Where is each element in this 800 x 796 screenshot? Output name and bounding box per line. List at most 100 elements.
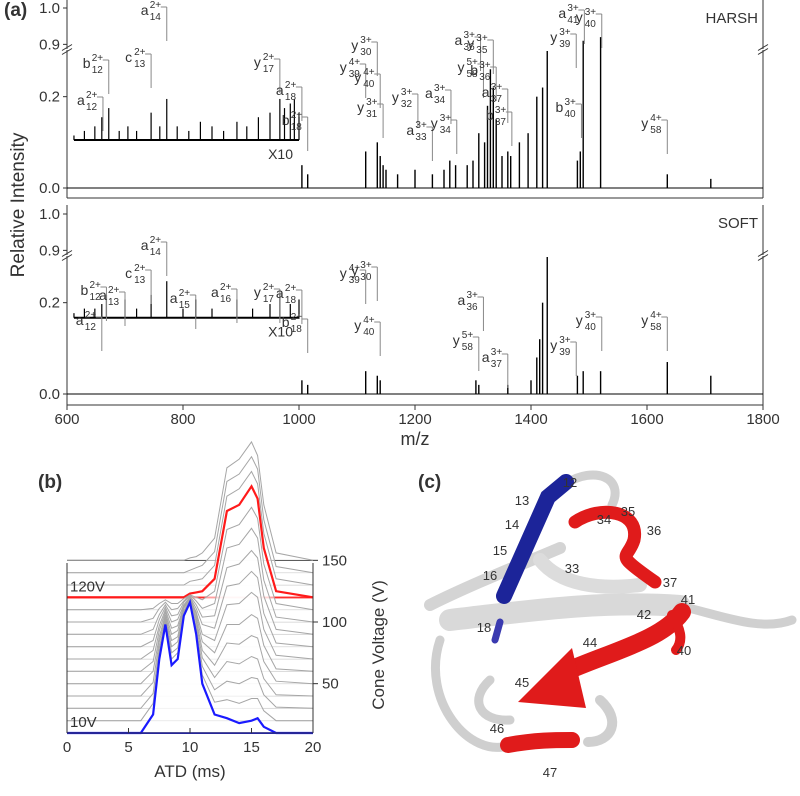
annotation-ion: y (354, 317, 361, 333)
residue-label: 14 (505, 517, 519, 532)
y-tick-label: 1.0 (39, 0, 60, 17)
annotation-ion: a (99, 287, 107, 303)
annotation-index: 18 (285, 92, 297, 103)
x-tick-label: 800 (170, 411, 195, 428)
residue-label: 37 (663, 575, 677, 590)
trace-label: 120V (70, 578, 105, 595)
axis-break (757, 44, 769, 51)
annotation-index: 12 (86, 102, 98, 113)
annotation-charge: 2+ (150, 235, 162, 246)
annotation-ion: a (482, 349, 490, 365)
residue-label: 42 (637, 607, 651, 622)
atd-trace-highlight (67, 598, 313, 735)
annotation-charge: 2+ (263, 52, 275, 63)
residue-label: 34 (597, 512, 611, 527)
annotation-charge: 2+ (285, 80, 297, 91)
annotation-ion: y (550, 29, 557, 45)
residue-label: 35 (621, 504, 635, 519)
annotation-index: 18 (285, 295, 297, 306)
annotation-ion: y (457, 59, 464, 75)
annotation-ion: y (254, 284, 261, 300)
annotation-ion: a (77, 92, 85, 108)
y-tick-label: 150 (322, 552, 347, 569)
residue-label: 12 (563, 475, 577, 490)
annotation-index: 30 (360, 47, 372, 58)
annotation-ion: a (425, 85, 433, 101)
annotation-index: 58 (466, 69, 478, 80)
annotation-index: 36 (479, 72, 491, 83)
annotation-charge: 2+ (220, 282, 232, 293)
y-tick-label: 0.9 (39, 36, 60, 53)
axis-break (61, 250, 73, 257)
annotation-charge: 4+ (349, 263, 361, 274)
annotation-charge: 3+ (479, 60, 491, 71)
annotation-ion: a (457, 292, 465, 308)
annotation-index: 40 (363, 327, 375, 338)
annotation-index: 39 (349, 275, 361, 286)
y-tick-label: 0.0 (39, 180, 60, 197)
annotation-index: 30 (360, 272, 372, 283)
annotation-charge: 3+ (476, 33, 488, 44)
annotation-ion: a (76, 312, 84, 328)
annotation-charge: 3+ (559, 27, 571, 38)
x-tick-label: 10 (182, 739, 199, 756)
annotation-charge: 3+ (491, 347, 503, 358)
annotation-charge: 3+ (401, 87, 413, 98)
annotation-charge: 3+ (360, 35, 372, 46)
annotation-charge: 3+ (360, 260, 372, 271)
annotation-ion: a (141, 237, 149, 253)
annotation-ion: y (576, 9, 583, 25)
panel-label: (b) (38, 472, 62, 493)
annotation-charge: 2+ (86, 90, 98, 101)
annotation-charge: 2+ (150, 0, 162, 11)
spectrum-label: SOFT (718, 215, 758, 232)
annotation-index: 37 (491, 359, 503, 370)
y-axis-label: Cone Voltage (V) (369, 580, 388, 709)
annotation-ion: y (431, 115, 438, 131)
annotation-ion: a (211, 284, 219, 300)
annotation-index: 40 (585, 19, 597, 30)
annotation-index: 40 (564, 109, 576, 120)
annotation-charge: 2+ (179, 288, 191, 299)
annotation-ion: y (392, 89, 399, 105)
annotation-index: 33 (415, 132, 427, 143)
annotation-ion: y (357, 99, 364, 115)
annotation-charge: 3+ (585, 7, 597, 18)
residue-label: 18 (477, 620, 491, 635)
residue-label: 45 (515, 675, 529, 690)
annotation-charge: 4+ (650, 113, 662, 124)
annotation-charge: 2+ (263, 282, 275, 293)
annotation-index: 12 (89, 292, 101, 303)
x-tick-label: 0 (63, 739, 71, 756)
x-tick-label: 5 (124, 739, 132, 756)
residue-label: 46 (490, 721, 504, 736)
residue-label: 36 (647, 523, 661, 538)
annotation-index: 58 (650, 125, 662, 136)
annotation-ion: y (340, 59, 347, 75)
annotation-charge: 2+ (134, 47, 146, 58)
y-tick-label: 50 (322, 676, 339, 693)
annotation-charge: 2+ (92, 53, 104, 64)
annotation-ion: y (641, 115, 648, 131)
x-tick-label: 600 (54, 411, 79, 428)
annotation-charge: 4+ (363, 67, 375, 78)
annotation-index: 40 (363, 79, 375, 90)
annotation-charge: 2+ (108, 285, 120, 296)
residue-label: 33 (565, 561, 579, 576)
x-tick-label: 1200 (398, 411, 431, 428)
panel-label: (a) (4, 0, 27, 21)
x-tick-label: 1400 (514, 411, 547, 428)
annotation-index: 37 (495, 117, 507, 128)
residue-label: 13 (515, 493, 529, 508)
annotation-charge: 3+ (466, 290, 478, 301)
annotation-ion: a (276, 285, 284, 301)
atd-trace (67, 440, 314, 561)
annotation-index: 34 (434, 95, 446, 106)
x-tick-label: 1800 (746, 411, 779, 428)
annotation-index: 12 (85, 322, 97, 333)
axis-break (757, 250, 769, 257)
annotation-index: 18 (291, 324, 303, 335)
residue-label: 41 (681, 592, 695, 607)
annotation-index: 18 (291, 122, 303, 133)
annotation-charge: 3+ (491, 82, 503, 93)
